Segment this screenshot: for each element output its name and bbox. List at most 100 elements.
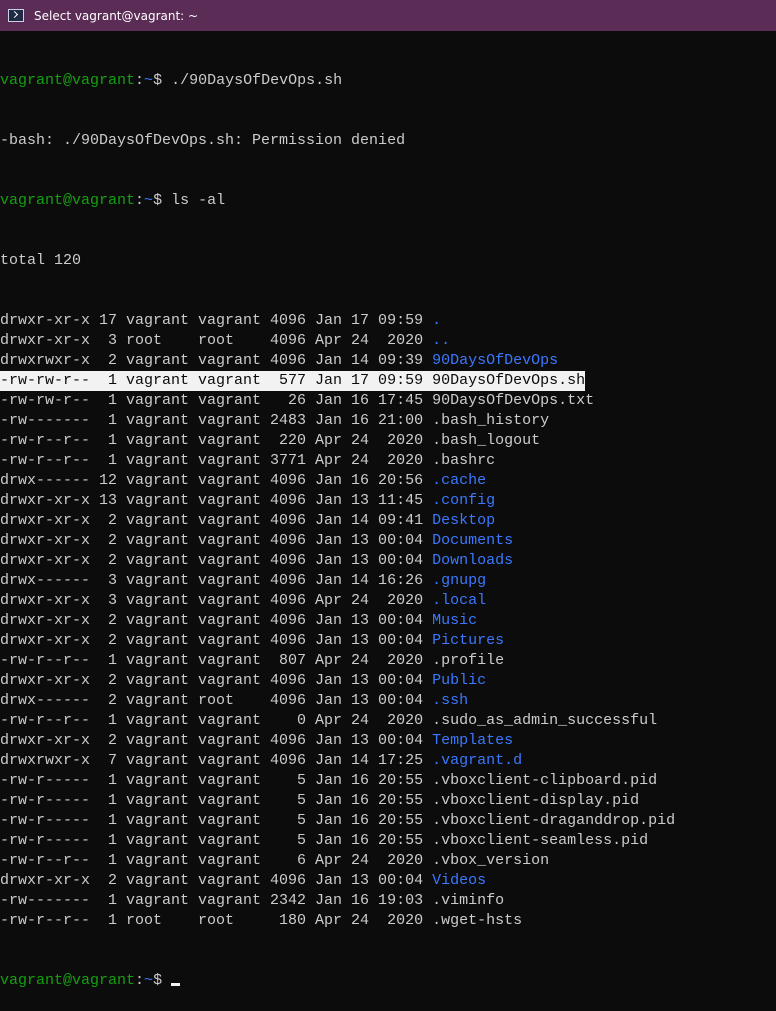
file-meta: -rw-r----- 1 vagrant vagrant 5 Jan 16 20… [0,772,433,789]
file-row: drwxr-xr-x 2 vagrant vagrant 4096 Jan 13… [0,611,776,631]
file-name: .bashrc [432,452,496,469]
file-name: .vbox_version [432,852,550,869]
powershell-icon [8,9,24,22]
file-meta: -rw-r--r-- 1 vagrant vagrant 807 Apr 24 … [0,652,433,669]
file-meta: drwxrwxr-x 2 vagrant vagrant 4096 Jan 14… [0,352,433,369]
file-meta: drwxr-xr-x 2 vagrant vagrant 4096 Jan 13… [0,632,433,649]
file-row: -rw-rw-r-- 1 vagrant vagrant 577 Jan 17 … [0,371,776,391]
terminal-output[interactable]: vagrant@vagrant:~$ ./90DaysOfDevOps.sh -… [0,31,776,1011]
file-name: .vboxclient-draganddrop.pid [432,812,676,829]
directory-name: .cache [432,472,487,489]
file-row: drwxr-xr-x 2 vagrant vagrant 4096 Jan 13… [0,631,776,651]
directory-name: Videos [432,872,487,889]
prompt-colon: : [135,192,145,209]
file-name: 90DaysOfDevOps.txt [432,392,595,409]
command-text: ./90DaysOfDevOps.sh [171,72,343,89]
directory-name: Music [432,612,478,629]
title-bar: Select vagrant@vagrant: ~ [0,0,776,31]
prompt-symbol: $ [153,972,172,989]
directory-name: Documents [432,532,514,549]
file-meta: drwxr-xr-x 2 vagrant vagrant 4096 Jan 13… [0,552,433,569]
file-meta: -rw-rw-r-- 1 vagrant vagrant 577 Jan 17 … [0,372,433,389]
file-row: drwxr-xr-x 3 root root 4096 Apr 24 2020 … [0,331,776,351]
file-meta: drwx------ 12 vagrant vagrant 4096 Jan 1… [0,472,433,489]
file-row: drwxr-xr-x 17 vagrant vagrant 4096 Jan 1… [0,311,776,331]
prompt-colon: : [135,72,145,89]
file-row: -rw------- 1 vagrant vagrant 2342 Jan 16… [0,891,776,911]
file-meta: drwxr-xr-x 2 vagrant vagrant 4096 Jan 13… [0,532,433,549]
directory-name: .vagrant.d [432,752,523,769]
directory-name: Downloads [432,552,514,569]
file-meta: drwxr-xr-x 3 root root 4096 Apr 24 2020 [0,332,433,349]
prompt-symbol: $ [153,72,172,89]
prompt-user-host: vagrant@vagrant [0,72,136,89]
file-row: -rw-r--r-- 1 vagrant vagrant 807 Apr 24 … [0,651,776,671]
file-row: -rw-r----- 1 vagrant vagrant 5 Jan 16 20… [0,791,776,811]
file-name: .wget-hsts [432,912,523,929]
command-text: ls -al [171,192,226,209]
file-row: drwxrwxr-x 2 vagrant vagrant 4096 Jan 14… [0,351,776,371]
file-name: .bash_logout [432,432,541,449]
directory-name: Public [432,672,487,689]
directory-name: 90DaysOfDevOps [432,352,559,369]
file-meta: drwx------ 3 vagrant vagrant 4096 Jan 14… [0,572,433,589]
file-meta: -rw-r----- 1 vagrant vagrant 5 Jan 16 20… [0,832,433,849]
file-row: drwx------ 3 vagrant vagrant 4096 Jan 14… [0,571,776,591]
file-meta: drwxr-xr-x 13 vagrant vagrant 4096 Jan 1… [0,492,433,509]
file-meta: -rw------- 1 vagrant vagrant 2342 Jan 16… [0,892,433,909]
file-row: drwx------ 12 vagrant vagrant 4096 Jan 1… [0,471,776,491]
prompt-path: ~ [144,72,154,89]
directory-name: .ssh [432,692,469,709]
file-row: drwxr-xr-x 2 vagrant vagrant 4096 Jan 13… [0,871,776,891]
file-row: -rw-r----- 1 vagrant vagrant 5 Jan 16 20… [0,811,776,831]
file-row: drwxr-xr-x 2 vagrant vagrant 4096 Jan 13… [0,671,776,691]
file-row: -rw-r--r-- 1 root root 180 Apr 24 2020 .… [0,911,776,931]
error-line: -bash: ./90DaysOfDevOps.sh: Permission d… [0,132,406,149]
file-meta: -rw-r--r-- 1 vagrant vagrant 6 Apr 24 20… [0,852,433,869]
directory-name: Desktop [432,512,496,529]
file-meta: drwxr-xr-x 3 vagrant vagrant 4096 Apr 24… [0,592,433,609]
file-row: -rw-r--r-- 1 vagrant vagrant 0 Apr 24 20… [0,711,776,731]
prompt-user-host: vagrant@vagrant [0,192,136,209]
file-row: drwxr-xr-x 2 vagrant vagrant 4096 Jan 13… [0,731,776,751]
file-row: drwx------ 2 vagrant root 4096 Jan 13 00… [0,691,776,711]
file-meta: drwxr-xr-x 2 vagrant vagrant 4096 Jan 13… [0,732,433,749]
file-name: 90DaysOfDevOps.sh [432,372,586,389]
file-meta: drwxr-xr-x 2 vagrant vagrant 4096 Jan 14… [0,512,433,529]
selected-text[interactable]: -rw-rw-r-- 1 vagrant vagrant 577 Jan 17 … [0,371,586,391]
file-meta: -rw------- 1 vagrant vagrant 2483 Jan 16… [0,412,433,429]
file-meta: drwxr-xr-x 2 vagrant vagrant 4096 Jan 13… [0,872,433,889]
file-row: drwxr-xr-x 3 vagrant vagrant 4096 Apr 24… [0,591,776,611]
file-name: .vboxclient-clipboard.pid [432,772,658,789]
file-row: drwxr-xr-x 2 vagrant vagrant 4096 Jan 13… [0,531,776,551]
prompt-line: vagrant@vagrant:~$ ./90DaysOfDevOps.sh [0,71,776,91]
file-meta: -rw-r----- 1 vagrant vagrant 5 Jan 16 20… [0,812,433,829]
file-meta: drwxr-xr-x 2 vagrant vagrant 4096 Jan 13… [0,672,433,689]
prompt-user-host: vagrant@vagrant [0,972,136,989]
file-meta: -rw-r----- 1 vagrant vagrant 5 Jan 16 20… [0,792,433,809]
prompt-path: ~ [144,192,154,209]
file-row: -rw-r----- 1 vagrant vagrant 5 Jan 16 20… [0,831,776,851]
window-title: Select vagrant@vagrant: ~ [34,8,199,23]
directory-name: .. [432,332,451,349]
prompt-path: ~ [144,972,154,989]
ls-listing: drwxr-xr-x 17 vagrant vagrant 4096 Jan 1… [0,311,776,931]
file-row: drwxr-xr-x 2 vagrant vagrant 4096 Jan 13… [0,551,776,571]
file-row: -rw-r--r-- 1 vagrant vagrant 220 Apr 24 … [0,431,776,451]
file-meta: drwxr-xr-x 17 vagrant vagrant 4096 Jan 1… [0,312,433,329]
text-cursor [171,983,181,986]
prompt-line-current: vagrant@vagrant:~$ [0,971,776,991]
file-meta: -rw-r--r-- 1 vagrant vagrant 3771 Apr 24… [0,452,433,469]
directory-name: Templates [432,732,514,749]
file-row: -rw-r----- 1 vagrant vagrant 5 Jan 16 20… [0,771,776,791]
directory-name: .gnupg [432,572,487,589]
directory-name: .config [432,492,496,509]
prompt-colon: : [135,972,145,989]
file-name: .viminfo [432,892,505,909]
file-name: .vboxclient-display.pid [432,792,640,809]
file-name: .sudo_as_admin_successful [432,712,658,729]
file-row: -rw-r--r-- 1 vagrant vagrant 6 Apr 24 20… [0,851,776,871]
file-row: drwxr-xr-x 2 vagrant vagrant 4096 Jan 14… [0,511,776,531]
total-line: total 120 [0,252,82,269]
file-meta: -rw-r--r-- 1 root root 180 Apr 24 2020 [0,912,433,929]
